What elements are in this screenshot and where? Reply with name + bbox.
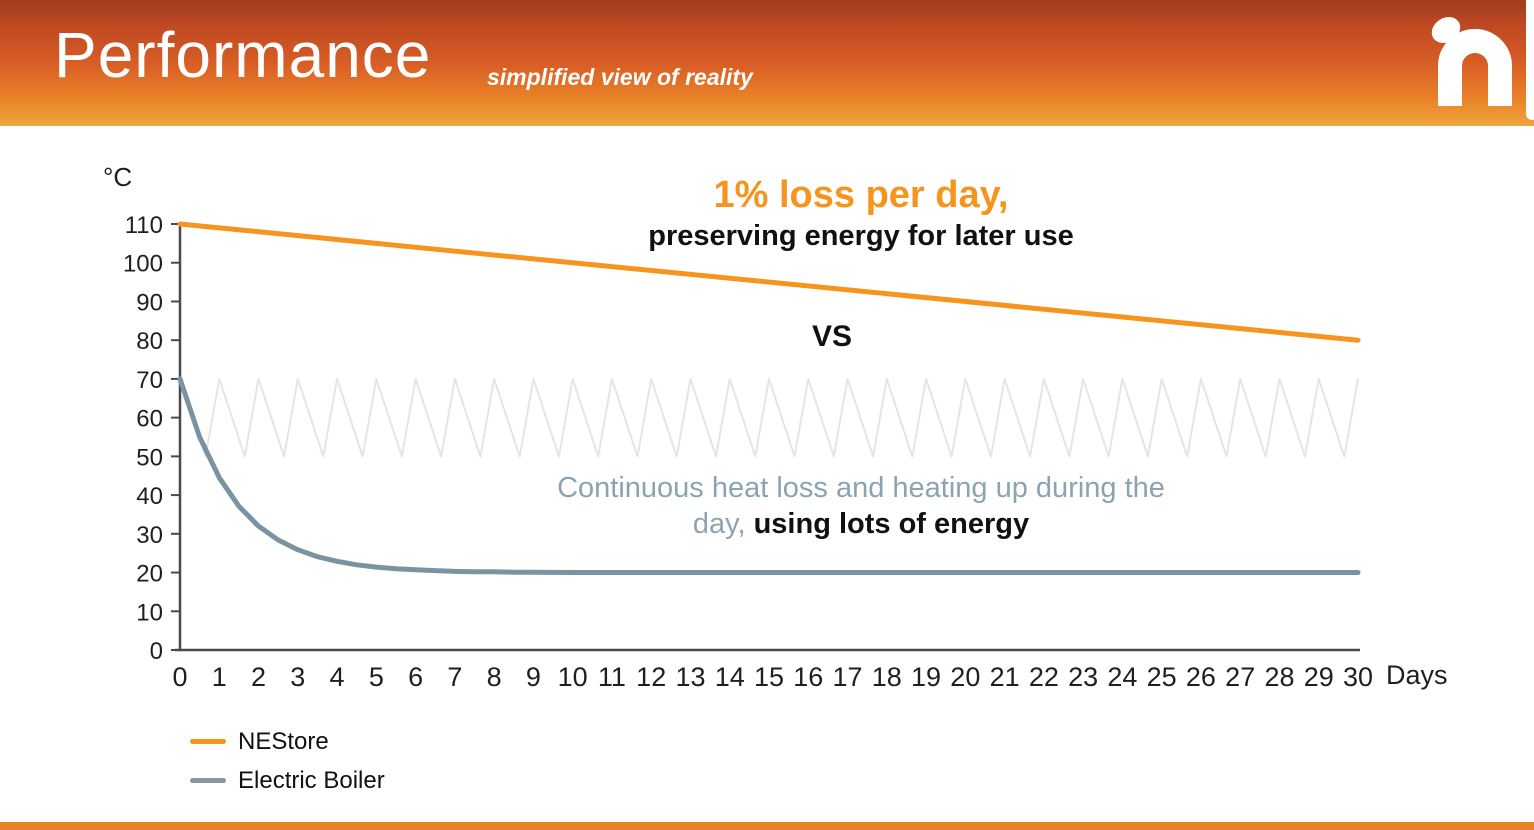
x-tick-label: 10 [558,662,588,692]
nestore-annotation-headline: 1% loss per day, [713,174,1009,216]
boiler-annotation-gray-line1: Continuous heat loss and heating up duri… [557,472,1165,504]
x-tick-label: 8 [487,662,502,692]
x-tick-label: 27 [1225,662,1255,692]
x-tick-label: 1 [212,662,227,692]
y-tick-label: 90 [136,289,163,316]
x-tick-label: 4 [330,662,345,692]
x-tick-label: 29 [1304,662,1334,692]
nestore-line-swatch [190,739,226,744]
x-tick-label: 6 [408,662,423,692]
y-tick-label: 30 [136,522,163,549]
boiler-annotation-bold: using lots of energy [745,508,1030,540]
x-tick-label: 7 [447,662,462,692]
y-tick-label: 50 [136,444,163,471]
chart-legend: NEStore Electric Boiler [190,722,385,800]
electric-boiler-line-swatch [190,778,226,783]
bottom-accent-bar [0,822,1534,830]
series-line-electric-boiler [177,376,1361,575]
x-tick-label: 13 [675,662,705,692]
x-tick-label: 28 [1264,662,1294,692]
boiler-annotation: Continuous heat loss and heating up duri… [411,470,1311,542]
x-tick-label: 12 [636,662,666,692]
x-tick-label: 0 [172,662,187,692]
x-tick-label: 17 [833,662,863,692]
x-tick-label: 24 [1107,662,1137,692]
x-tick-label: 3 [290,662,305,692]
header-banner: Performance simplified view of reality [0,0,1534,126]
y-tick-label: 80 [136,328,163,355]
legend-label-nestore: NEStore [238,727,329,755]
x-tick-label: 5 [369,662,384,692]
x-tick-label: 18 [872,662,902,692]
y-tick-label: 100 [123,251,163,278]
x-tick-label: 26 [1186,662,1216,692]
nestore-annotation-subline: preserving energy for later use [648,220,1074,252]
y-tick-label: 70 [136,367,163,394]
y-tick-label: 20 [136,561,163,588]
x-tick-label: 20 [950,662,980,692]
nestore-annotation: 1% loss per day, preserving energy for l… [411,172,1311,254]
x-tick-label: 14 [715,662,745,692]
y-tick-label: 0 [150,638,163,665]
y-tick-label: 110 [125,212,163,239]
x-tick-label: 2 [251,662,266,692]
x-tick-label: 9 [526,662,541,692]
x-tick-label: 19 [911,662,941,692]
y-tick-label: 60 [136,406,163,433]
series-line-electric-boiler-daily-cycling [179,377,1359,458]
y-tick-label: 40 [136,483,163,510]
x-tick-label: 16 [793,662,823,692]
boiler-annotation-gray-line2: day, [692,508,746,540]
x-tick-label: 21 [990,662,1020,692]
x-tick-label: 15 [754,662,784,692]
x-tick-label: 23 [1068,662,1098,692]
header-edge-decoration [1526,0,1534,120]
series-line-nestore [177,221,1361,343]
y-tick-label: 10 [136,599,163,626]
nestore-logo-icon [1431,17,1512,106]
x-tick-label: 11 [598,662,626,692]
x-tick-label: 22 [1029,662,1059,692]
legend-item-electric-boiler: Electric Boiler [190,761,385,800]
x-tick-label: 25 [1147,662,1177,692]
page-title: Performance [54,19,432,91]
vs-label: VS [811,320,853,353]
x-tick-label: 30 [1343,662,1373,692]
y-axis-unit-label: °C [103,162,133,192]
legend-item-nestore: NEStore [190,722,385,761]
legend-label-electric-boiler: Electric Boiler [238,766,385,794]
page-subtitle: simplified view of reality [487,64,753,90]
x-axis-title: Days [1386,660,1448,690]
